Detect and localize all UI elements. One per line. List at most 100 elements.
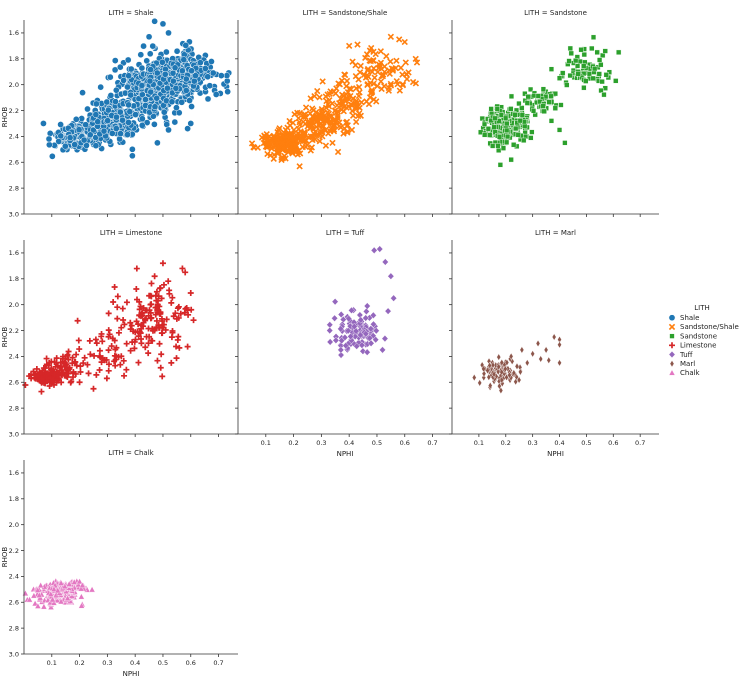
facet-panel-limestone: LITH = Limestone 1.6 1.8 2.0 2.2 2.4 2.6 2.8 3.0… [1,229,238,438]
data-point [169,77,177,85]
data-point [401,38,408,46]
data-point [51,371,58,378]
data-point [387,82,395,89]
data-point [124,83,131,91]
data-point [73,362,80,369]
data-point [488,106,494,112]
data-point [516,100,522,107]
data-point [169,294,176,301]
data-point [157,364,164,371]
data-point [172,310,179,317]
data-point [573,57,579,64]
data-point [119,305,126,312]
data-point [76,379,83,386]
data-point [153,317,160,324]
data-point [302,113,309,121]
data-point [307,147,314,154]
data-point [348,126,356,134]
data-point [319,78,326,85]
data-point [581,85,587,91]
data-point [491,124,497,130]
data-point [46,141,53,149]
data-point [354,41,361,48]
y-axis-label: RHOB [1,107,9,128]
data-point [138,340,145,347]
data-point [504,373,509,382]
data-point [498,112,505,118]
data-point [603,72,609,78]
data-point [50,585,58,592]
data-point [349,112,357,119]
data-point [519,112,525,118]
data-point [147,88,155,96]
legend-title: LITH [694,304,710,312]
data-point [64,594,71,601]
y-tick-label: 2.2 [9,107,19,115]
legend-item-sandstone: Sandstone [669,332,717,340]
data-point [495,368,501,376]
points-marl [472,333,562,395]
panel-title: LITH = Sandstone [524,9,587,17]
data-point [112,98,119,106]
data-point [393,57,400,64]
data-point [507,371,512,379]
data-point [372,336,380,344]
data-point [366,47,374,54]
data-point [48,152,56,160]
data-point [508,352,514,361]
data-point [153,288,160,295]
points-limestone [22,260,197,395]
data-point [589,45,595,52]
data-point [103,375,110,382]
data-point [96,347,103,354]
data-point [497,382,502,390]
data-point [165,126,172,134]
data-point [346,42,353,50]
data-point [374,82,381,90]
data-point [105,310,112,317]
data-point [386,70,393,77]
legend-label: Shale [680,314,699,322]
data-point [296,163,303,170]
data-point [383,53,390,60]
data-point [157,284,164,291]
data-point [97,83,105,91]
data-point [116,63,124,71]
data-point [188,306,195,313]
data-point [65,366,72,373]
data-point [26,373,33,380]
data-point [78,593,85,600]
data-point [154,139,161,147]
x-tick-label: 0.3 [102,659,112,667]
data-point [519,105,525,111]
data-point [497,162,503,168]
data-point [530,108,537,114]
data-point [344,128,351,135]
data-point [108,343,115,350]
data-point [99,355,106,362]
data-point [396,36,403,43]
data-point [128,322,135,329]
legend-marker [669,360,675,368]
data-point [160,321,167,328]
data-point [376,245,384,253]
data-point [168,98,176,106]
data-point [186,97,193,104]
data-point [363,302,371,310]
data-point [557,359,562,367]
data-point [548,93,554,99]
data-point [379,346,386,354]
data-point [81,354,88,361]
data-point [332,336,340,344]
data-point [512,112,518,118]
data-point [92,336,99,343]
data-point [616,49,622,55]
data-point [548,118,555,124]
data-point [127,326,134,333]
data-point [305,133,312,141]
data-point [182,75,190,83]
data-point [57,364,64,371]
data-point [166,287,173,294]
data-point [34,586,42,593]
